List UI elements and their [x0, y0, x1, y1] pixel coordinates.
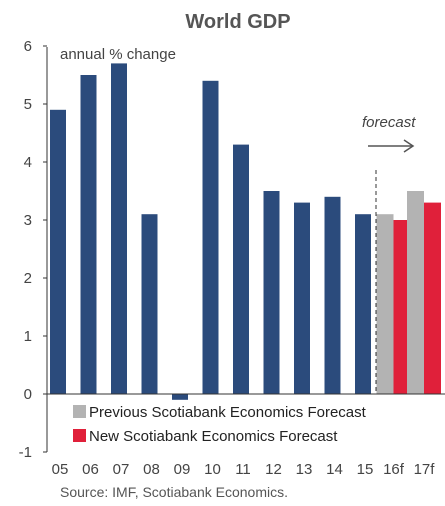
forecast-arrow-icon [368, 139, 415, 153]
x-tick-label: 08 [143, 461, 160, 478]
x-tick-label: 12 [265, 461, 282, 478]
y-tick-label: 0 [24, 386, 32, 403]
legend-label-new: New Scotiabank Economics Forecast [89, 428, 338, 445]
forecast-label: forecast [362, 114, 416, 131]
x-tick-label: 09 [174, 461, 191, 478]
chart-title: World GDP [185, 11, 290, 33]
bar-07-actual [111, 63, 127, 395]
x-tick-label: 06 [82, 461, 99, 478]
bar-17f-previous-forecast [407, 191, 424, 394]
x-axis: 05 06 07 08 09 10 11 12 13 14 15 16f 17f [52, 461, 436, 478]
bar-10-actual [202, 80, 219, 395]
bar-06-actual [80, 75, 97, 394]
x-tick-label: 07 [113, 461, 130, 478]
bar-15-actual [355, 214, 371, 394]
legend-label-previous: Previous Scotiabank Economics Forecast [89, 404, 367, 421]
bar-13-actual [294, 202, 310, 394]
bar-17f-new-forecast [424, 202, 441, 394]
x-tick-label: 16f [383, 461, 405, 478]
bar-11-actual [233, 144, 249, 394]
x-tick-label: 15 [357, 461, 374, 478]
bar-12-actual [263, 191, 280, 394]
x-tick-label: 11 [235, 461, 251, 478]
x-tick-label: 17f [414, 461, 436, 478]
bar-05-actual [50, 109, 66, 395]
y-axis: -1 0 1 2 3 4 5 6 [19, 38, 47, 461]
bar-09-actual [172, 394, 188, 400]
unit-label: annual % change [60, 46, 176, 63]
y-tick-label: -1 [19, 444, 32, 461]
y-tick-label: 2 [24, 270, 32, 287]
y-tick-label: 5 [24, 96, 32, 113]
bar-16f-previous-forecast [376, 214, 394, 394]
bar-16f-new-forecast [393, 220, 411, 394]
legend-swatch-previous [73, 405, 86, 418]
y-tick-label: 1 [24, 328, 32, 345]
x-tick-label: 13 [296, 461, 313, 478]
legend-swatch-new [73, 429, 86, 442]
x-tick-label: 10 [204, 461, 221, 478]
bar-08-actual [141, 214, 158, 394]
x-tick-label: 14 [326, 461, 343, 478]
y-tick-label: 4 [24, 154, 32, 171]
legend: Previous Scotiabank Economics Forecast N… [73, 404, 367, 445]
x-tick-label: 05 [52, 461, 69, 478]
source-note: Source: IMF, Scotiabank Economics. [60, 484, 288, 500]
bar-14-actual [324, 196, 341, 394]
bars-group [50, 63, 441, 400]
y-tick-label: 3 [24, 212, 32, 229]
y-tick-label: 6 [24, 38, 32, 55]
